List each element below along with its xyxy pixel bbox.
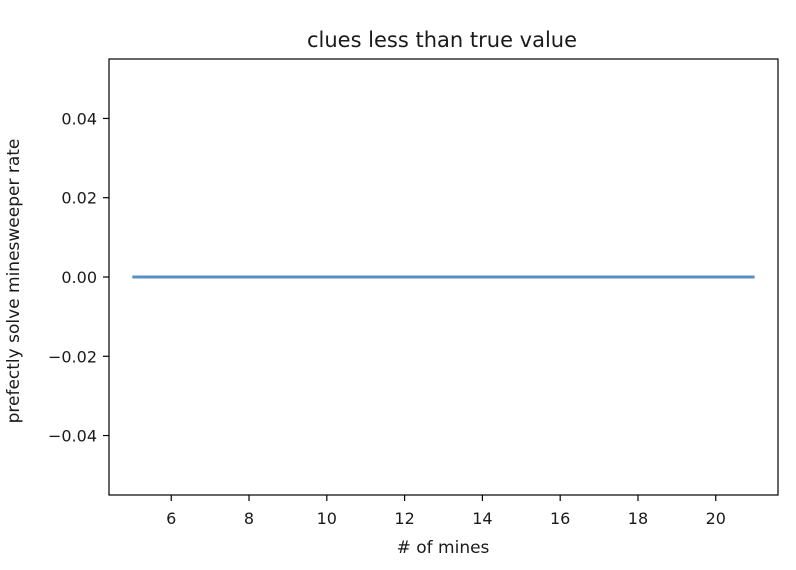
x-tick-label: 20 <box>706 509 726 528</box>
y-tick-label: 0.04 <box>61 109 97 128</box>
plot-area <box>108 58 779 496</box>
chart-title: clues less than true value <box>307 28 577 52</box>
y-axis: 0.04 0.02 0.00 −0.02 −0.04 <box>48 109 109 446</box>
x-tick-label: 6 <box>166 509 176 528</box>
y-tick-label: −0.02 <box>48 347 97 366</box>
y-tick-label: 0.02 <box>61 189 97 208</box>
x-tick-label: 10 <box>317 509 337 528</box>
x-tick-label: 16 <box>550 509 570 528</box>
x-tick-label: 12 <box>394 509 414 528</box>
x-tick-label: 8 <box>244 509 254 528</box>
x-tick-label: 14 <box>472 509 492 528</box>
x-tick-label: 18 <box>628 509 648 528</box>
y-tick-label: 0.00 <box>61 268 97 287</box>
y-axis-label: prefectly solve minesweeper rate <box>4 139 24 424</box>
x-axis: 6 8 10 12 14 16 18 20 <box>166 495 726 528</box>
y-tick-label: −0.04 <box>48 427 97 446</box>
x-axis-label: # of mines <box>397 538 490 558</box>
